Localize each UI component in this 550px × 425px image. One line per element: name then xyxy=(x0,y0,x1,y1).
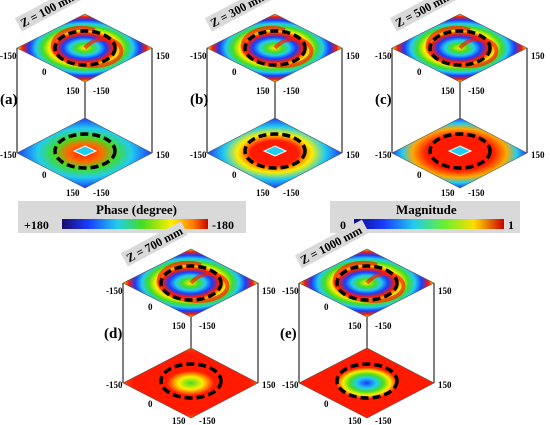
tick-bottom-left-top: 150 xyxy=(348,321,362,331)
tick-zero-top: 0 xyxy=(42,67,47,77)
tick-right-bottom: 150 xyxy=(262,380,276,390)
tick-zero-bottom: 0 xyxy=(42,170,47,180)
phase-map xyxy=(16,13,153,83)
tick-bottom-left-top: 150 xyxy=(172,321,186,331)
magnitude-map xyxy=(16,117,153,189)
tick-right-bottom: 150 xyxy=(531,150,545,160)
tick-bottom-right-top: -150 xyxy=(283,86,300,96)
tick-zero-top: 0 xyxy=(417,67,422,77)
tick-left-top: -150 xyxy=(106,286,123,296)
tick-bottom-right-bottom: -150 xyxy=(283,188,300,198)
magnitude-map xyxy=(206,117,343,189)
tick-left-bottom: -150 xyxy=(375,150,392,160)
phase-map xyxy=(122,248,259,318)
phase-legend-min: +180 xyxy=(24,218,49,232)
tick-zero-bottom: 0 xyxy=(232,170,237,180)
phase-map xyxy=(206,13,343,83)
tick-bottom-right-top: -150 xyxy=(93,86,110,96)
tick-zero-top: 0 xyxy=(324,302,329,312)
panel-label-c: (c) xyxy=(375,92,392,108)
magnitude-legend-max: 1 xyxy=(508,218,514,232)
tick-left-bottom: -150 xyxy=(282,380,299,390)
panel-b: Z = 300 mm (b) -150 150 0 150 -150 -150 … xyxy=(190,0,360,198)
tick-zero-top: 0 xyxy=(232,67,237,77)
tick-right-bottom: 150 xyxy=(156,150,170,160)
tick-left-bottom: -150 xyxy=(0,150,17,160)
tick-bottom-left-top: 150 xyxy=(256,86,270,96)
panel-c: Z = 500 mm (c) -150 150 0 150 -150 -150 … xyxy=(375,0,545,198)
magnitude-map xyxy=(122,347,259,419)
phase-legend-max: -180 xyxy=(212,218,234,232)
tick-bottom-left-bottom: 150 xyxy=(66,188,80,198)
tick-bottom-left-bottom: 150 xyxy=(172,416,186,425)
phase-legend: Phase (degree) +180 -180 xyxy=(18,201,246,233)
phase-colorbar xyxy=(62,219,208,229)
tick-left-bottom: -150 xyxy=(106,380,123,390)
tick-bottom-right-top: -150 xyxy=(199,321,216,331)
tick-right-top: 150 xyxy=(346,51,360,61)
panel-a: Z = 100 mm (a) -150 150 0 150 -150 -150 … xyxy=(0,0,170,198)
tick-bottom-left-bottom: 150 xyxy=(348,416,362,425)
tick-left-bottom: -150 xyxy=(190,150,207,160)
tick-right-bottom: 150 xyxy=(438,380,452,390)
tick-zero-bottom: 0 xyxy=(324,399,329,409)
tick-right-top: 150 xyxy=(531,51,545,61)
panel-label-a: (a) xyxy=(0,92,18,108)
tick-right-bottom: 150 xyxy=(346,150,360,160)
tick-bottom-right-bottom: -150 xyxy=(93,188,110,198)
tick-zero-bottom: 0 xyxy=(148,399,153,409)
tick-bottom-right-top: -150 xyxy=(468,86,485,96)
magnitude-legend-title: Magnitude xyxy=(396,202,457,217)
tick-bottom-right-bottom: -150 xyxy=(199,416,216,425)
magnitude-legend-min: 0 xyxy=(340,218,346,232)
panel-label-d: (d) xyxy=(104,326,122,342)
panel-label-b: (b) xyxy=(190,92,208,108)
tick-bottom-left-top: 150 xyxy=(441,86,455,96)
panel-d: Z = 700 mm (d) -150 150 0 150 -150 -150 … xyxy=(104,221,276,425)
tick-left-top: -150 xyxy=(190,51,207,61)
tick-right-top: 150 xyxy=(262,286,276,296)
tick-bottom-left-bottom: 150 xyxy=(256,188,270,198)
tick-left-top: -150 xyxy=(0,51,17,61)
tick-bottom-left-top: 150 xyxy=(66,86,80,96)
tick-zero-top: 0 xyxy=(148,302,153,312)
tick-bottom-left-bottom: 150 xyxy=(441,188,455,198)
tick-bottom-right-top: -150 xyxy=(375,321,392,331)
tick-right-top: 150 xyxy=(156,51,170,61)
tick-right-top: 150 xyxy=(438,286,452,296)
tick-left-top: -150 xyxy=(282,286,299,296)
tick-left-top: -150 xyxy=(375,51,392,61)
phase-map xyxy=(391,13,528,83)
tick-bottom-right-bottom: -150 xyxy=(468,188,485,198)
magnitude-map xyxy=(391,117,528,189)
magnitude-colorbar xyxy=(354,219,504,229)
tick-zero-bottom: 0 xyxy=(417,170,422,180)
magnitude-map xyxy=(298,347,435,419)
phase-map xyxy=(298,248,435,318)
tick-bottom-right-bottom: -150 xyxy=(375,416,392,425)
panel-label-e: (e) xyxy=(280,326,297,342)
phase-legend-title: Phase (degree) xyxy=(96,202,177,217)
panel-e: Z = 1000 mm (e) -150 150 0 150 -150 -150… xyxy=(280,219,452,425)
